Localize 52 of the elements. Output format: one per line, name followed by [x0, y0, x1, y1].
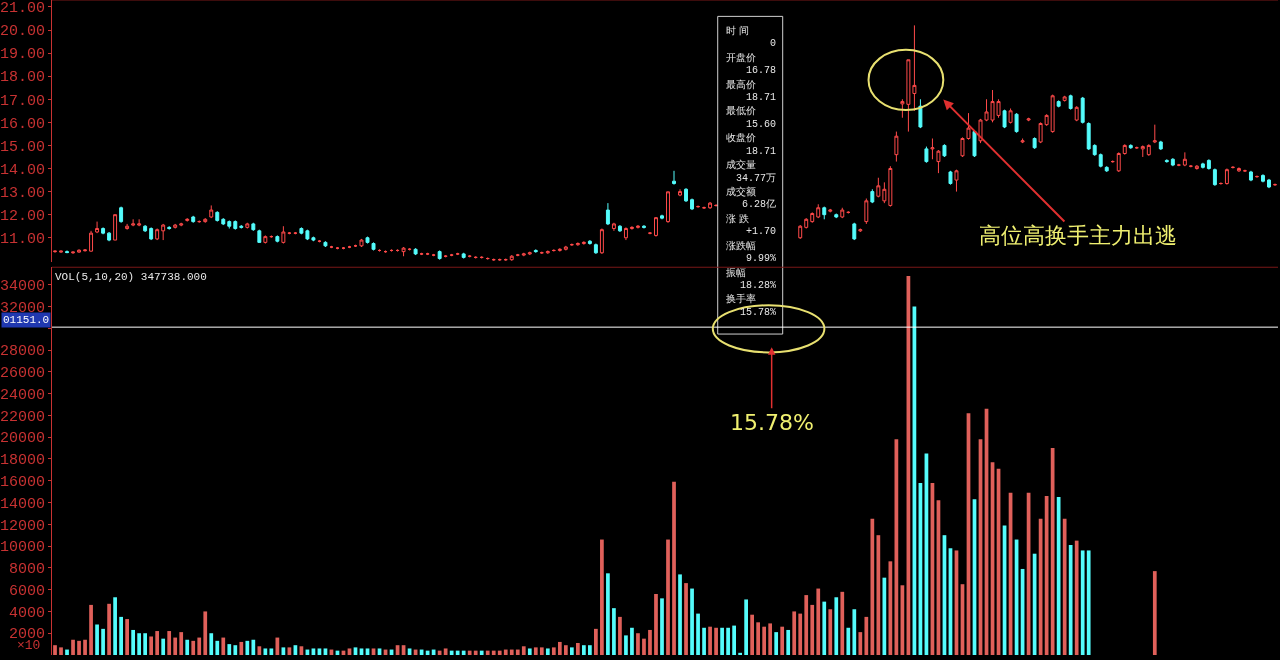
y-tick-label: 17.00 [0, 92, 45, 110]
y-tick-label: 6000 [8, 582, 45, 600]
y-tick-label: 20000 [0, 430, 45, 448]
annotation: 时 间 [726, 25, 750, 36]
annotation: 收盘价 [726, 132, 756, 143]
y-tick-label: 4000 [8, 604, 45, 622]
y-tick-label: 10000 [0, 539, 45, 557]
y-tick-label: 22000 [0, 408, 45, 426]
y-tick-label: 12.00 [0, 207, 45, 225]
annotation: 成交量 [726, 159, 756, 170]
annotation: 18.71 [746, 146, 777, 157]
y-tick-label: 20.00 [0, 23, 45, 41]
y-tick-label: 18.00 [0, 69, 45, 87]
annotation: 9.99% [746, 253, 777, 264]
y-tick-label: 16.00 [0, 115, 45, 133]
annotation: 16.78 [746, 65, 777, 76]
annotation: 涨 跌 [726, 213, 750, 224]
y-tick-label: 8000 [8, 561, 45, 579]
y-tick-label: 26000 [0, 365, 45, 383]
annotation: 0 [770, 38, 777, 49]
y-tick-label: 18000 [0, 452, 45, 470]
y-tick-label: 32000 [0, 299, 45, 317]
y-tick-label: 13.00 [0, 184, 45, 202]
y-tick-label: 19.00 [0, 46, 45, 64]
text: 01151.0 [3, 314, 50, 326]
y-tick-label: 34000 [0, 277, 45, 295]
annotation: 振幅 [726, 267, 746, 278]
y-tick-label: 14.00 [0, 161, 45, 179]
annotation: 最低价 [726, 105, 756, 116]
y-tick-label: 28000 [0, 343, 45, 361]
annotation: 最高价 [726, 79, 756, 90]
y-tick-label: 12000 [0, 517, 45, 535]
y-tick-label: 24000 [0, 386, 45, 404]
annotation: +1.70 [746, 226, 777, 237]
annotation: 换手率 [726, 293, 756, 304]
y-tick-label: 16000 [0, 473, 45, 491]
annotation: 34.77万 [736, 173, 777, 184]
annotation: 涨跌幅 [726, 240, 756, 251]
annotation: 高位高换手主力出逃 [979, 223, 1177, 248]
annotation: 15.78% [740, 307, 777, 318]
annotation: 开盘价 [726, 52, 756, 63]
annotation: 18.28% [740, 280, 777, 291]
annotation: 15.78% [730, 410, 814, 435]
annotation: 成交额 [726, 186, 756, 197]
y-tick-label: 21.00 [0, 0, 45, 18]
annotation: VOL(5,10,20) 347738.000 [55, 271, 207, 283]
y-tick-label: 11.00 [0, 231, 45, 249]
annotation: 15.60 [746, 119, 777, 130]
annotation: 18.71 [746, 92, 777, 103]
annotation: 6.28亿 [742, 199, 777, 210]
y-tick-label: 14000 [0, 495, 45, 513]
y-tick-label: 15.00 [0, 138, 45, 156]
